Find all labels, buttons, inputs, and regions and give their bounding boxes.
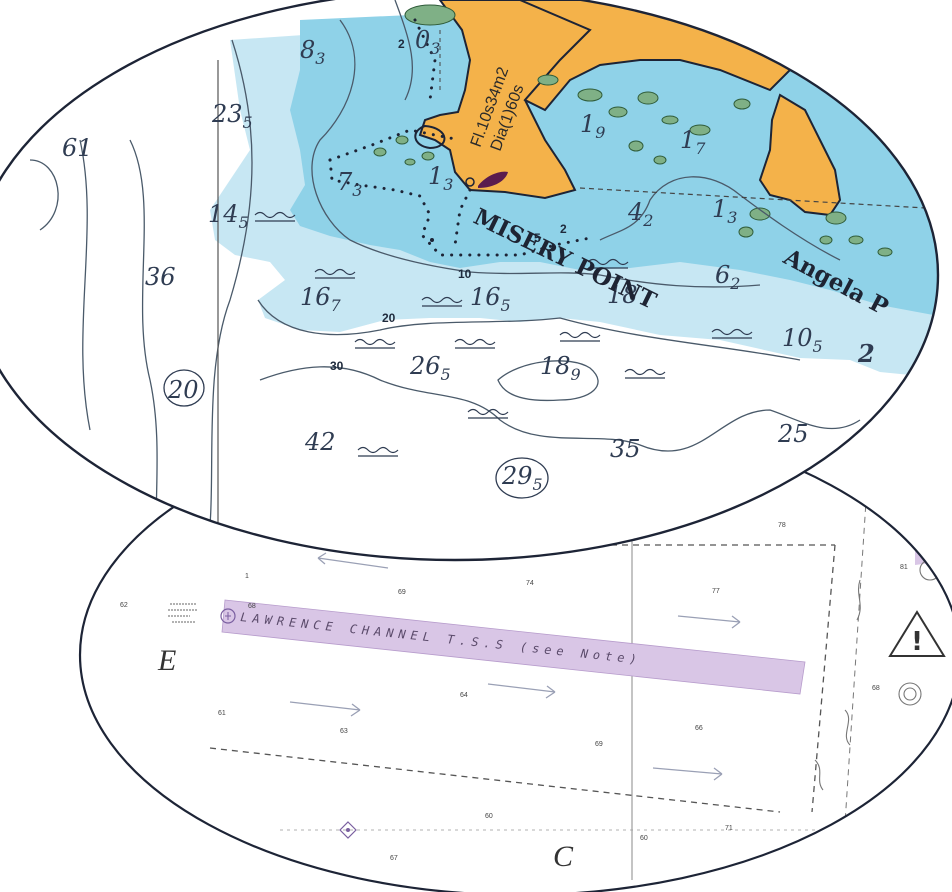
sounding: 35: [610, 435, 641, 463]
small-depth: 69: [595, 741, 603, 748]
small-depth: 68: [248, 603, 256, 610]
small-depth: 71: [725, 825, 733, 832]
region-letter-e: E: [157, 644, 176, 677]
sounding: 167: [300, 283, 342, 315]
light-icon: [168, 603, 236, 624]
region-letter-c: C: [553, 840, 574, 873]
svg-text:30: 30: [330, 359, 344, 373]
buoy-icon: [814, 559, 941, 791]
sounding: 13: [712, 195, 737, 227]
svg-text:!: !: [911, 627, 923, 657]
sounding: 20: [167, 376, 199, 404]
small-depth: 61: [218, 710, 226, 717]
sounding: 265: [409, 352, 451, 384]
sounding: 19: [580, 110, 605, 142]
svg-text:20: 20: [382, 311, 396, 325]
small-depth: 60: [640, 835, 648, 842]
sounding: 73: [337, 168, 362, 200]
sounding: 83: [300, 36, 325, 68]
svg-text:5: 5: [534, 231, 541, 245]
sounding: 42: [627, 198, 653, 230]
small-depth: 81: [900, 564, 908, 571]
svg-text:2: 2: [398, 37, 405, 51]
sounding: 25: [777, 420, 809, 448]
small-depth: 68: [872, 685, 880, 692]
upper-chart-panel: 83 03 235 61 73 13 19 17 145 42 13 36 16…: [0, 0, 940, 562]
buoy-icon: [339, 821, 357, 839]
sounding: 18: [607, 281, 638, 309]
small-depth: 64: [460, 692, 468, 699]
sounding: 36: [145, 263, 176, 291]
sounding: 2: [857, 339, 875, 368]
depth-soundings: 83 03 235 61 73 13 19 17 145 42 13 36 16…: [62, 26, 875, 499]
small-depth: 66: [695, 725, 703, 732]
sounding: 13: [428, 162, 453, 194]
small-depth: 78: [778, 522, 786, 529]
sounding: 145: [208, 200, 249, 232]
sounding: 62: [715, 261, 740, 293]
dotted-track: [328, 18, 592, 257]
svg-text:10: 10: [458, 267, 472, 281]
arrow-icon: [289, 552, 741, 781]
caution-triangle-icon: !: [888, 610, 946, 657]
small-depth: 77: [712, 588, 720, 595]
light-icon: [430, 171, 508, 242]
sounding: 105: [782, 324, 823, 356]
sounding: 17: [680, 126, 706, 158]
small-depth: 62: [120, 602, 128, 609]
small-depth: 69: [398, 589, 406, 596]
sounding: 189: [540, 352, 581, 384]
contour-labels: 2 5 10 20 30 2: [330, 37, 567, 373]
sounding: 03: [415, 26, 440, 58]
small-depth: 60: [485, 813, 493, 820]
small-depth: 74: [526, 580, 534, 587]
svg-text:2: 2: [560, 222, 567, 236]
drying-area: [373, 4, 893, 257]
sounding: 61: [62, 134, 93, 162]
wreck-icon: [254, 211, 753, 457]
small-depth: 67: [390, 855, 398, 862]
sounding: 165: [470, 283, 511, 315]
sounding: 295: [501, 462, 543, 494]
small-depth: 63: [340, 728, 348, 735]
small-depth: 1: [245, 573, 249, 580]
sounding: 235: [211, 100, 253, 132]
sounding: 42: [304, 428, 336, 456]
